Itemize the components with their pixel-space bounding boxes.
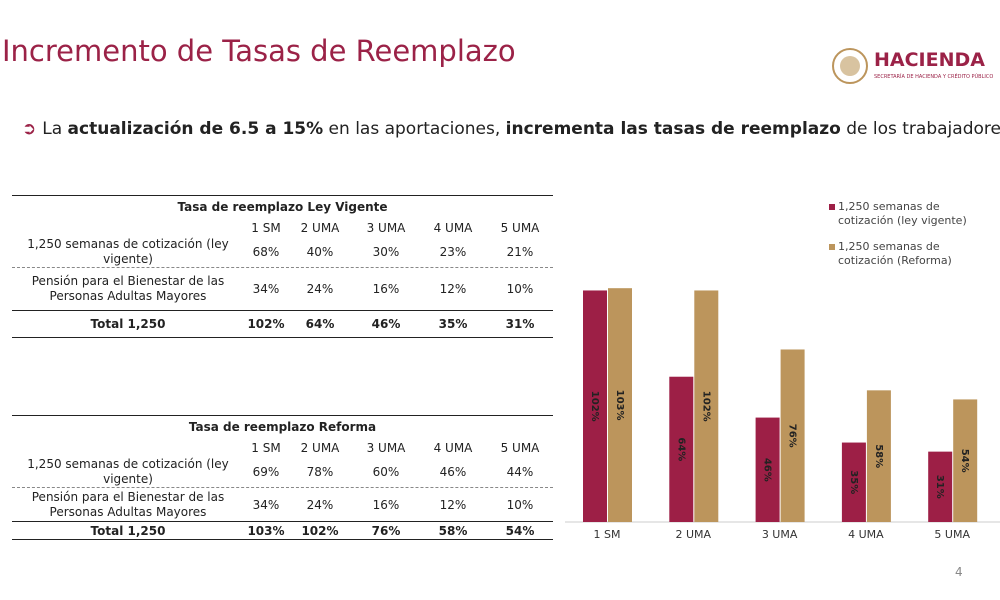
table-cell: 44%: [506, 464, 534, 479]
column-header: 3 UMA: [366, 221, 406, 235]
data-label: 31%: [934, 475, 945, 499]
table-cell: 34%: [252, 281, 280, 296]
table-cell: 76%: [371, 523, 401, 538]
table-rule: [12, 521, 553, 522]
bar: [694, 290, 719, 522]
bullet-text: en las aportaciones,: [323, 119, 506, 139]
row-divider: [12, 267, 553, 268]
legend-swatch: [829, 204, 835, 210]
logo: HACIENDA SECRETARÍA DE HACIENDA Y CRÉDIT…: [832, 48, 993, 84]
column-header: 1 SM: [251, 221, 281, 235]
x-tick-label: 5 UMA: [934, 528, 970, 541]
table-cell: 23%: [439, 244, 467, 259]
table-rule: [12, 539, 553, 540]
table-cell: 58%: [438, 523, 468, 538]
row-label: 1,250 semanas de cotización (ley vigente…: [27, 457, 229, 486]
bullet-text: actualización de 6.5 a 15%: [67, 119, 324, 139]
table-rule: [12, 195, 553, 196]
table-cell: 34%: [252, 497, 280, 512]
table-cell: 46%: [439, 464, 467, 479]
legend-label: 1,250 semanas de cotización (ley vigente…: [838, 200, 967, 227]
table-title: Tasa de reemplazo Ley Vigente: [177, 200, 388, 214]
slide-title: Incremento de Tasas de Reemplazo: [2, 34, 516, 68]
table-cell: 16%: [372, 497, 400, 512]
row-label: 1,250 semanas de cotización (ley vigente…: [27, 237, 229, 266]
table-cell: 78%: [306, 464, 334, 479]
column-header: 4 UMA: [433, 441, 473, 455]
data-label: 76%: [787, 424, 798, 448]
table-cell: 10%: [506, 497, 534, 512]
table-cell: 24%: [306, 497, 334, 512]
bar: [608, 288, 632, 522]
column-header: 5 UMA: [500, 441, 540, 455]
x-tick-label: 3 UMA: [762, 528, 798, 541]
table-cell: 16%: [372, 281, 400, 296]
table-cell: 12%: [439, 281, 467, 296]
table-title: Tasa de reemplazo Reforma: [188, 420, 377, 434]
data-label: 46%: [762, 458, 773, 482]
bar: [928, 451, 953, 522]
table-rule: [12, 310, 553, 311]
bullet-text: incrementa las tasas de reemplazo: [505, 119, 841, 139]
table-cell: 30%: [372, 244, 400, 259]
x-tick-label: 2 UMA: [676, 528, 712, 541]
bullet-text: de los trabajadores.: [840, 119, 1000, 139]
column-header: 4 UMA: [433, 221, 473, 235]
table-cell: 21%: [506, 244, 534, 259]
legend-label: 1,250 semanas de cotización (Reforma): [838, 240, 952, 267]
bar: [669, 376, 694, 522]
table-rule: [12, 337, 553, 338]
bullet: ➲ La actualización de 6.5 a 15% en las ap…: [22, 119, 1000, 139]
table-cell: 64%: [305, 316, 335, 331]
table-cell: 102%: [247, 316, 285, 331]
table-cell: 68%: [252, 244, 280, 259]
row-label: Pensión para el Bienestar de las Persona…: [31, 274, 225, 303]
data-label: 54%: [959, 449, 970, 473]
bar: [780, 349, 805, 522]
row-label: Pensión para el Bienestar de las Persona…: [31, 490, 225, 519]
table-cell: 12%: [439, 497, 467, 512]
bar: [841, 442, 866, 522]
table-cell: 31%: [505, 316, 535, 331]
column-header: 1 SM: [251, 441, 281, 455]
data-label: 35%: [848, 470, 859, 494]
row-divider: [12, 487, 553, 488]
column-header: 2 UMA: [300, 441, 340, 455]
table-cell: 60%: [372, 464, 400, 479]
table-cell: 102%: [301, 523, 339, 538]
data-label: 58%: [873, 444, 884, 468]
bar: [583, 290, 607, 522]
table-cell: 35%: [438, 316, 468, 331]
page-number: 4: [955, 565, 963, 579]
bar: [866, 390, 891, 522]
x-tick-label: 1 SM: [594, 528, 621, 541]
data-label: 103%: [614, 390, 625, 421]
column-header: 2 UMA: [300, 221, 340, 235]
column-header: 3 UMA: [366, 441, 406, 455]
data-label: 102%: [700, 391, 711, 422]
table-cell: 40%: [306, 244, 334, 259]
row-label: Total 1,250: [90, 523, 166, 538]
table-cell: 46%: [371, 316, 401, 331]
logo-subtitle: SECRETARÍA DE HACIENDA Y CRÉDITO PÚBLICO: [874, 72, 993, 80]
table-cell: 69%: [252, 464, 280, 479]
logo-text: HACIENDA: [874, 49, 985, 71]
data-label: 64%: [675, 437, 686, 461]
bar: [953, 399, 978, 522]
data-label: 102%: [589, 391, 600, 422]
table-cell: 24%: [306, 281, 334, 296]
bullet-text: La: [42, 119, 68, 139]
row-label: Total 1,250: [90, 316, 166, 331]
legend-swatch: [829, 244, 835, 250]
x-tick-label: 4 UMA: [848, 528, 884, 541]
bullet-icon: ➲: [22, 119, 37, 139]
table-cell: 54%: [505, 523, 535, 538]
bar: [755, 417, 780, 522]
column-header: 5 UMA: [500, 221, 540, 235]
table-cell: 10%: [506, 281, 534, 296]
table-rule: [12, 415, 553, 416]
table-cell: 103%: [247, 523, 285, 538]
